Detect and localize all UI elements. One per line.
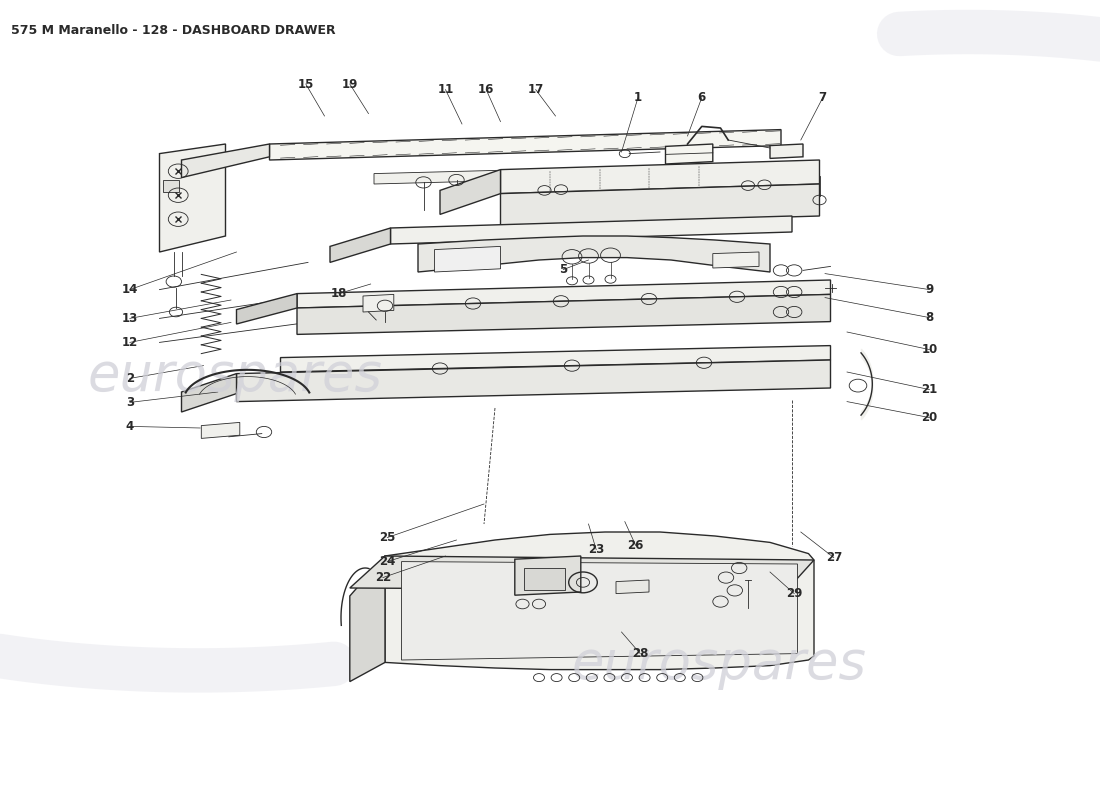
Text: 27: 27 <box>826 551 842 564</box>
Polygon shape <box>160 144 226 252</box>
Text: 24: 24 <box>379 555 395 568</box>
Polygon shape <box>236 360 830 402</box>
Text: 29: 29 <box>786 587 802 600</box>
Text: 13: 13 <box>122 312 138 325</box>
Polygon shape <box>350 556 814 590</box>
Polygon shape <box>402 562 798 660</box>
Text: 22: 22 <box>375 571 390 584</box>
Polygon shape <box>500 160 820 194</box>
Polygon shape <box>280 346 830 372</box>
Text: 11: 11 <box>438 83 453 96</box>
Polygon shape <box>236 294 297 324</box>
Text: 20: 20 <box>922 411 937 424</box>
Text: 26: 26 <box>628 539 643 552</box>
Text: eurospares: eurospares <box>88 350 383 402</box>
Polygon shape <box>418 236 770 272</box>
Polygon shape <box>182 374 236 412</box>
Text: 6: 6 <box>697 91 706 104</box>
Text: 14: 14 <box>122 283 138 296</box>
Polygon shape <box>350 556 385 682</box>
Text: 575 M Maranello - 128 - DASHBOARD DRAWER: 575 M Maranello - 128 - DASHBOARD DRAWER <box>11 24 336 37</box>
Polygon shape <box>434 246 500 272</box>
Text: 10: 10 <box>922 343 937 356</box>
Polygon shape <box>374 163 770 184</box>
Text: 15: 15 <box>298 78 314 90</box>
Text: 1: 1 <box>634 91 642 104</box>
Polygon shape <box>666 144 713 164</box>
Text: 5: 5 <box>559 263 568 276</box>
Polygon shape <box>515 556 581 595</box>
Polygon shape <box>363 294 394 312</box>
Text: 18: 18 <box>331 287 346 300</box>
Text: 16: 16 <box>478 83 494 96</box>
Polygon shape <box>616 580 649 594</box>
Polygon shape <box>385 532 814 670</box>
Text: 2: 2 <box>125 372 134 385</box>
Text: 28: 28 <box>632 647 648 660</box>
Polygon shape <box>297 294 830 334</box>
Text: 25: 25 <box>379 531 395 544</box>
Polygon shape <box>330 228 390 262</box>
Polygon shape <box>390 216 792 244</box>
Polygon shape <box>182 144 270 178</box>
Text: 12: 12 <box>122 336 138 349</box>
Bar <box>524 568 565 590</box>
Text: 23: 23 <box>588 543 604 556</box>
Text: 4: 4 <box>125 420 134 433</box>
Polygon shape <box>500 184 820 226</box>
Polygon shape <box>297 280 830 308</box>
Polygon shape <box>770 144 803 158</box>
Polygon shape <box>440 170 500 214</box>
Text: 7: 7 <box>818 91 827 104</box>
Text: 17: 17 <box>528 83 543 96</box>
Text: 9: 9 <box>925 283 934 296</box>
Polygon shape <box>713 252 759 268</box>
Text: eurospares: eurospares <box>572 638 867 690</box>
Text: 21: 21 <box>922 383 937 396</box>
Polygon shape <box>270 130 781 160</box>
Bar <box>163 180 179 192</box>
Text: 8: 8 <box>925 311 934 324</box>
Polygon shape <box>201 422 240 438</box>
Text: 19: 19 <box>342 78 358 90</box>
Text: 3: 3 <box>125 396 134 409</box>
